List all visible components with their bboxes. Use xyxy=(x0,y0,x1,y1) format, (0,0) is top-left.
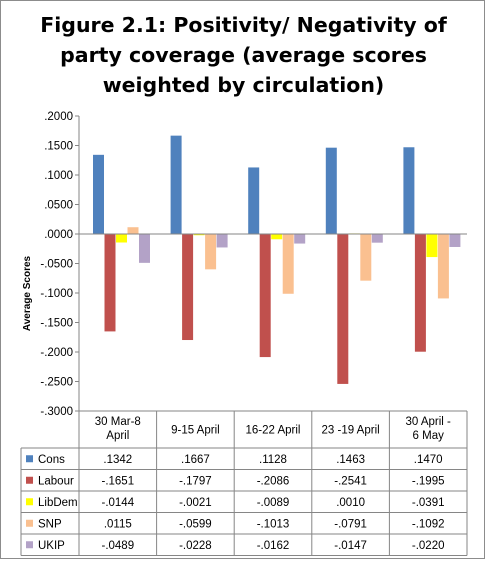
y-axis-title: Average Scores xyxy=(22,255,33,331)
legend-label-snp: SNP xyxy=(38,518,62,530)
bar-ukip-2 xyxy=(216,234,228,248)
table-cell-value: -.0147 xyxy=(334,540,367,552)
table-cell-value: .1342 xyxy=(103,454,132,466)
bar-ukip-1 xyxy=(139,234,150,263)
bar-ukip-5 xyxy=(449,234,461,247)
bar-ukip-4 xyxy=(371,234,383,243)
table-cell-value: -.0599 xyxy=(179,518,212,530)
bar-libdem-2 xyxy=(193,234,205,236)
table-cell-value: -.2541 xyxy=(334,475,367,487)
y-tick-label: -.0500 xyxy=(40,259,73,271)
table-cell-value: -.1651 xyxy=(101,475,134,487)
table-cell-value: -.0220 xyxy=(412,540,445,552)
table-cell-value: -.1995 xyxy=(412,475,445,487)
legend-label-cons: Cons xyxy=(38,454,65,466)
bar-snp-5 xyxy=(437,234,449,299)
table-cell-value: -.1013 xyxy=(257,518,290,530)
legend-key-ukip xyxy=(26,541,33,549)
y-tick-label: -.2500 xyxy=(40,377,73,389)
bar-labour-2 xyxy=(182,234,194,341)
bar-ukip-3 xyxy=(294,234,306,244)
table-cell-value: .1463 xyxy=(336,454,365,466)
table-cell-value: -.1092 xyxy=(412,518,445,530)
y-tick-label: .1500 xyxy=(44,141,73,153)
bar-libdem-1 xyxy=(116,234,127,243)
bar-snp-3 xyxy=(282,234,294,294)
category-label: 16-22 April xyxy=(246,425,301,437)
table-cell-value: .0115 xyxy=(104,518,132,530)
table-cell-value: -.0228 xyxy=(179,540,212,552)
table-cell-value: .1470 xyxy=(414,454,443,466)
bar-snp-4 xyxy=(360,234,372,281)
category-label: 30 April -6 May xyxy=(406,416,452,442)
y-tick-label: .0000 xyxy=(44,229,73,241)
bar-labour-3 xyxy=(259,234,271,358)
table-cell-value: -.0489 xyxy=(101,540,134,552)
table-cell-value: .0010 xyxy=(336,497,365,509)
y-tick-label: -.2000 xyxy=(40,347,73,359)
table-cell-value: -.1797 xyxy=(179,475,212,487)
legend-key-libdem xyxy=(26,498,33,506)
y-tick-label: .0500 xyxy=(44,200,73,212)
table-cell-value: -.0391 xyxy=(412,497,445,509)
bar-labour-1 xyxy=(104,234,116,332)
category-label: 23 -19 April xyxy=(322,425,380,437)
chart-title: Figure 2.1: Positivity/ Negativity of pa… xyxy=(40,13,447,97)
table-cell-value: -.0021 xyxy=(179,497,212,509)
table-cell-value: .1128 xyxy=(259,454,287,466)
y-tick-label: -.1000 xyxy=(40,288,73,300)
bar-libdem-3 xyxy=(271,234,283,240)
bar-cons-4 xyxy=(325,147,337,234)
bar-cons-1 xyxy=(93,154,104,234)
bar-libdem-5 xyxy=(426,234,438,258)
bar-cons-5 xyxy=(403,147,415,234)
y-tick-label: .2000 xyxy=(44,111,73,123)
table-cell-value: -.0089 xyxy=(257,497,290,509)
y-tick-label: .1000 xyxy=(44,170,73,182)
bar-cons-3 xyxy=(248,167,260,234)
y-tick-label: -.1500 xyxy=(40,318,73,330)
legend-key-snp xyxy=(26,519,33,527)
legend-label-libdem: LibDem xyxy=(38,497,78,509)
bar-labour-4 xyxy=(337,234,349,384)
table-cell-value: -.0791 xyxy=(334,518,367,530)
legend-key-cons xyxy=(26,455,33,463)
category-label: 30 Mar-8 April xyxy=(95,416,141,442)
y-tick-label: -.3000 xyxy=(40,406,73,418)
legend-key-labour xyxy=(26,476,33,484)
bar-snp-1 xyxy=(127,227,139,234)
table-cell-value: -.0162 xyxy=(257,540,290,552)
bar-cons-2 xyxy=(170,135,182,234)
bar-snp-2 xyxy=(205,234,217,270)
legend-label-labour: Labour xyxy=(38,475,74,487)
table-cell-value: -.2086 xyxy=(257,475,290,487)
legend-label-ukip: UKIP xyxy=(38,540,65,552)
bar-labour-5 xyxy=(414,234,426,352)
table-cell-value: -.0144 xyxy=(101,497,134,509)
table-cell-value: .1667 xyxy=(181,454,210,466)
category-label: 9-15 April xyxy=(171,425,220,437)
